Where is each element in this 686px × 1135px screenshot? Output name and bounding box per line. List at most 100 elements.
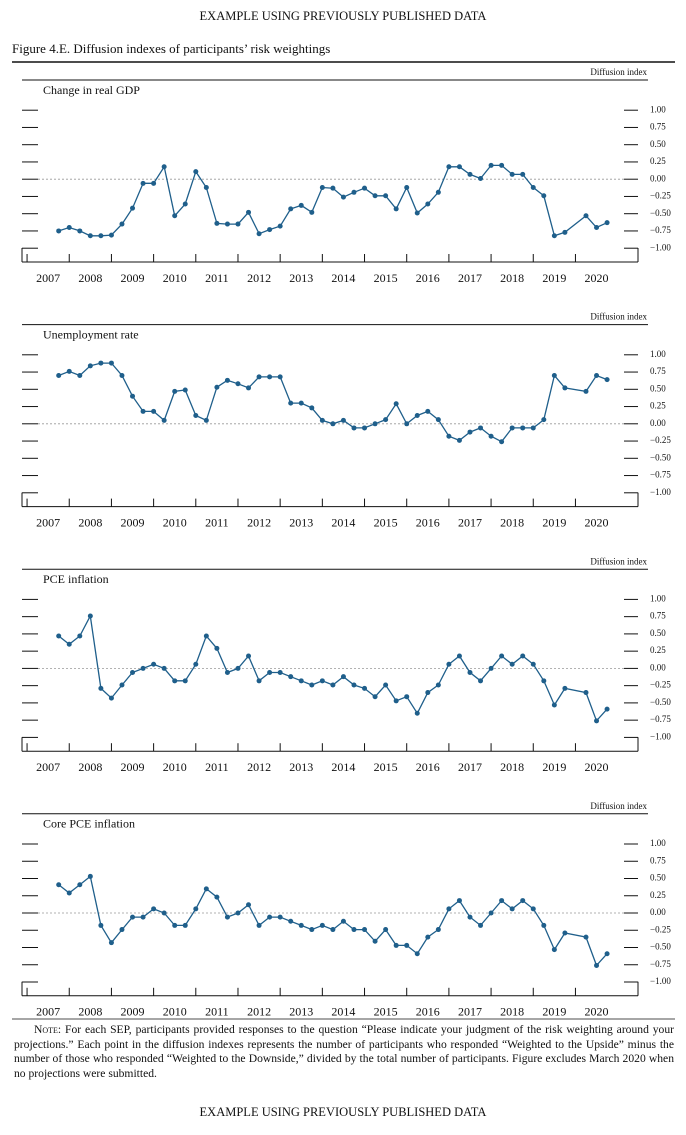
data-point	[140, 180, 146, 186]
data-point	[372, 938, 378, 944]
y-tick-label: −0.50	[650, 942, 671, 952]
data-point	[108, 695, 114, 701]
y-tick-label: −0.75	[650, 959, 671, 969]
data-point	[520, 425, 526, 431]
data-point	[277, 374, 283, 380]
data-point	[425, 408, 431, 414]
data-point	[267, 227, 273, 233]
data-point	[77, 633, 83, 639]
panel-title: Unemployment rate	[43, 327, 139, 341]
x-tick-label: 2018	[500, 1005, 524, 1019]
data-point	[246, 902, 252, 908]
data-point	[130, 393, 136, 399]
data-point	[456, 898, 462, 904]
data-point	[140, 665, 146, 671]
data-point	[509, 661, 515, 667]
data-point	[456, 653, 462, 659]
data-point	[583, 934, 589, 940]
data-point	[340, 918, 346, 924]
data-point	[562, 685, 568, 691]
data-point	[98, 360, 104, 366]
data-point	[456, 164, 462, 170]
data-point	[87, 233, 93, 239]
x-tick-label: 2012	[247, 515, 271, 529]
data-point	[562, 229, 568, 235]
data-point	[182, 678, 188, 684]
y-tick-label: −0.75	[650, 470, 671, 480]
data-point	[446, 433, 452, 439]
data-point	[467, 914, 473, 920]
y-tick-label: −0.50	[650, 208, 671, 218]
data-point	[467, 171, 473, 177]
x-tick-label: 2017	[458, 1005, 482, 1019]
data-point	[340, 417, 346, 423]
x-tick-label: 2014	[331, 271, 355, 285]
data-point	[520, 898, 526, 904]
data-point	[267, 374, 273, 380]
x-tick-label: 2016	[416, 271, 440, 285]
x-tick-label: 2011	[205, 515, 229, 529]
data-point	[108, 940, 114, 946]
data-point	[351, 425, 357, 431]
data-point	[193, 906, 199, 912]
y-axis-label: Diffusion index	[590, 312, 647, 322]
x-tick-label: 2009	[121, 1005, 145, 1019]
data-point	[446, 661, 452, 667]
x-tick-label: 2009	[121, 760, 145, 774]
data-point	[256, 374, 262, 380]
y-tick-label: 1.00	[650, 104, 666, 114]
data-point	[298, 922, 304, 928]
data-point	[351, 927, 357, 933]
data-point	[172, 213, 178, 219]
y-tick-label: 1.00	[650, 838, 666, 848]
x-tick-label: 2007	[36, 271, 60, 285]
data-point	[520, 653, 526, 659]
data-point	[288, 206, 294, 212]
data-point	[551, 233, 557, 239]
data-point	[414, 210, 420, 216]
data-point	[604, 706, 610, 712]
data-point	[193, 661, 199, 667]
data-point	[562, 385, 568, 391]
data-point	[383, 927, 389, 933]
data-point	[288, 674, 294, 680]
data-point	[604, 220, 610, 226]
data-point	[530, 184, 536, 190]
data-point	[151, 408, 157, 414]
x-tick-label: 2016	[416, 760, 440, 774]
data-point	[108, 232, 114, 238]
x-tick-label: 2015	[374, 515, 398, 529]
data-point	[330, 927, 336, 933]
data-point	[488, 665, 494, 671]
data-point	[214, 645, 220, 651]
y-tick-label: 0.00	[650, 907, 666, 917]
data-point	[256, 231, 262, 237]
data-point	[161, 417, 167, 423]
data-point	[298, 202, 304, 208]
data-point	[224, 914, 230, 920]
y-tick-label: −0.75	[650, 225, 671, 235]
data-point	[182, 387, 188, 393]
data-point	[277, 223, 283, 229]
panel-title: Core PCE inflation	[43, 817, 135, 831]
data-point	[309, 682, 315, 688]
x-tick-label: 2015	[374, 760, 398, 774]
y-tick-label: −0.25	[650, 924, 671, 934]
data-point	[246, 209, 252, 215]
data-point	[383, 193, 389, 199]
y-tick-label: −0.50	[650, 452, 671, 462]
data-point	[604, 951, 610, 957]
data-point	[193, 413, 199, 419]
data-point	[404, 694, 410, 700]
y-axis-label: Diffusion index	[590, 801, 647, 811]
data-point	[404, 421, 410, 427]
data-point	[87, 363, 93, 369]
data-point	[56, 228, 62, 234]
data-point	[140, 914, 146, 920]
x-tick-label: 2008	[78, 271, 102, 285]
x-tick-label: 2009	[121, 271, 145, 285]
y-tick-label: 0.50	[650, 383, 666, 393]
data-point	[362, 927, 368, 933]
data-point	[56, 882, 62, 888]
data-point	[56, 373, 62, 378]
